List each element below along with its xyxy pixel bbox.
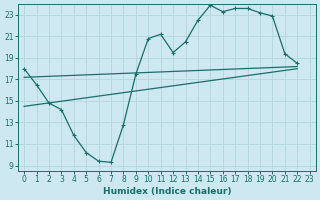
X-axis label: Humidex (Indice chaleur): Humidex (Indice chaleur) — [103, 187, 231, 196]
